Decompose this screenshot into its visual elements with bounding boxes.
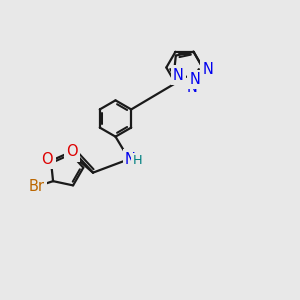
Text: N: N — [173, 68, 184, 82]
Text: N: N — [187, 80, 197, 95]
Text: N: N — [190, 72, 200, 87]
Text: O: O — [41, 152, 53, 167]
Text: H: H — [133, 154, 142, 167]
Text: O: O — [66, 144, 78, 159]
Text: N: N — [202, 62, 214, 77]
Text: N: N — [125, 152, 136, 166]
Text: Br: Br — [28, 179, 45, 194]
